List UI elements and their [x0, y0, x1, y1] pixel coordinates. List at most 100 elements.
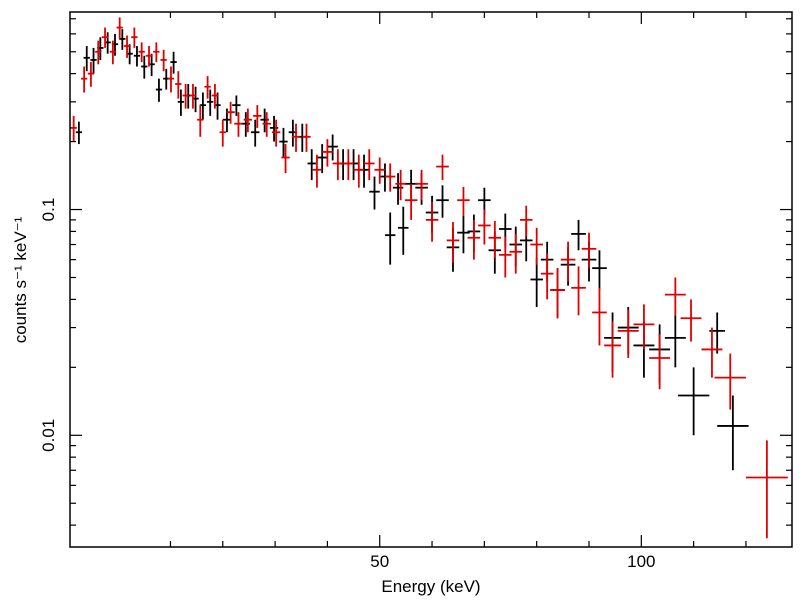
- data-point-red: [262, 112, 271, 137]
- data-point-black: [298, 123, 307, 152]
- y-tick-label: 0.1: [39, 198, 58, 222]
- data-point-red: [745, 440, 788, 539]
- data-point-red: [167, 66, 175, 93]
- data-point-red: [182, 83, 189, 109]
- data-point-red: [197, 105, 204, 137]
- x-tick-label: 100: [627, 552, 655, 571]
- data-point-red: [457, 186, 470, 216]
- data-point-red: [499, 236, 512, 278]
- data-point-black: [155, 78, 163, 102]
- data-marks: [70, 17, 788, 539]
- data-point-red: [478, 209, 491, 245]
- data-point-red: [467, 219, 481, 260]
- data-point-black: [251, 119, 260, 147]
- data-point-red: [488, 220, 502, 259]
- data-point-red: [384, 163, 396, 192]
- data-point-red: [415, 169, 428, 201]
- data-point-black: [133, 46, 141, 67]
- data-point-black: [75, 121, 83, 145]
- data-point-black: [530, 258, 543, 308]
- data-point-red: [219, 119, 226, 147]
- x-axis-title: Energy (keV): [381, 577, 480, 596]
- x-tick-label: 50: [370, 552, 389, 571]
- data-point-red: [530, 227, 543, 265]
- data-point-red: [271, 119, 281, 147]
- data-point-red: [160, 49, 167, 72]
- data-point-black: [279, 127, 288, 158]
- data-point-red: [353, 154, 365, 188]
- series-black: [75, 29, 749, 471]
- data-point-red: [343, 149, 354, 181]
- data-point-red: [404, 183, 418, 220]
- data-point-red: [581, 232, 597, 269]
- data-point-red: [291, 123, 301, 152]
- data-point-black: [348, 149, 359, 181]
- data-point-red: [604, 321, 621, 378]
- data-point-black: [398, 206, 409, 255]
- data-point-red: [123, 35, 131, 58]
- data-point-red: [109, 40, 117, 65]
- data-point-black: [392, 173, 404, 205]
- data-point-red: [211, 83, 219, 109]
- axis-ticks: 50 100 0.1 0.01: [39, 12, 792, 571]
- data-point-red: [680, 299, 702, 342]
- data-point-red: [101, 27, 109, 48]
- data-point-black: [369, 176, 380, 210]
- data-point-red: [87, 62, 95, 87]
- data-point-red: [131, 27, 138, 48]
- data-point-red: [332, 149, 344, 181]
- data-point-red: [664, 277, 686, 316]
- data-point-black: [232, 95, 241, 116]
- data-point-red: [95, 40, 102, 65]
- data-point-black: [436, 185, 449, 218]
- data-point-red: [395, 169, 406, 201]
- data-point-black: [207, 89, 214, 116]
- data-point-black: [307, 149, 316, 181]
- plot-frame: [69, 11, 793, 548]
- data-point-red: [145, 46, 153, 67]
- data-point-black: [717, 395, 749, 471]
- data-point-red: [226, 101, 235, 124]
- data-point-black: [141, 55, 148, 79]
- data-point-red: [153, 42, 160, 63]
- data-point-red: [322, 139, 333, 167]
- data-point-red: [253, 105, 262, 128]
- y-tick-label: 0.01: [39, 419, 58, 452]
- data-point-red: [714, 353, 746, 410]
- data-point-red: [519, 205, 533, 237]
- data-point-red: [302, 123, 311, 152]
- data-point-black: [379, 163, 391, 192]
- series-red: [70, 17, 788, 539]
- data-point-red: [234, 112, 243, 137]
- data-point-red: [364, 149, 375, 181]
- data-point-red: [436, 154, 449, 181]
- data-point-black: [337, 149, 349, 181]
- data-point-red: [550, 268, 565, 319]
- data-point-red: [80, 66, 88, 93]
- data-point-red: [70, 115, 77, 142]
- data-point-red: [649, 334, 671, 390]
- data-point-red: [116, 17, 123, 39]
- data-point-black: [677, 367, 710, 436]
- data-point-black: [83, 46, 90, 72]
- data-point-red: [374, 157, 385, 184]
- data-point-red: [617, 309, 639, 358]
- data-point-red: [425, 201, 439, 242]
- data-point-black: [170, 51, 177, 74]
- data-point-black: [592, 250, 607, 291]
- data-point-black: [664, 315, 686, 368]
- data-point-red: [138, 42, 145, 63]
- data-point-red: [312, 154, 322, 188]
- data-point-red: [175, 71, 182, 99]
- data-point-red: [243, 108, 253, 133]
- data-point-red: [571, 266, 586, 316]
- data-point-black: [571, 219, 586, 251]
- data-point-red: [560, 241, 576, 282]
- data-point-red: [509, 233, 523, 274]
- data-point-black: [316, 144, 328, 174]
- data-point-red: [633, 304, 655, 350]
- data-point-black: [177, 89, 185, 116]
- data-point-red: [204, 76, 211, 99]
- data-point-black: [90, 47, 97, 74]
